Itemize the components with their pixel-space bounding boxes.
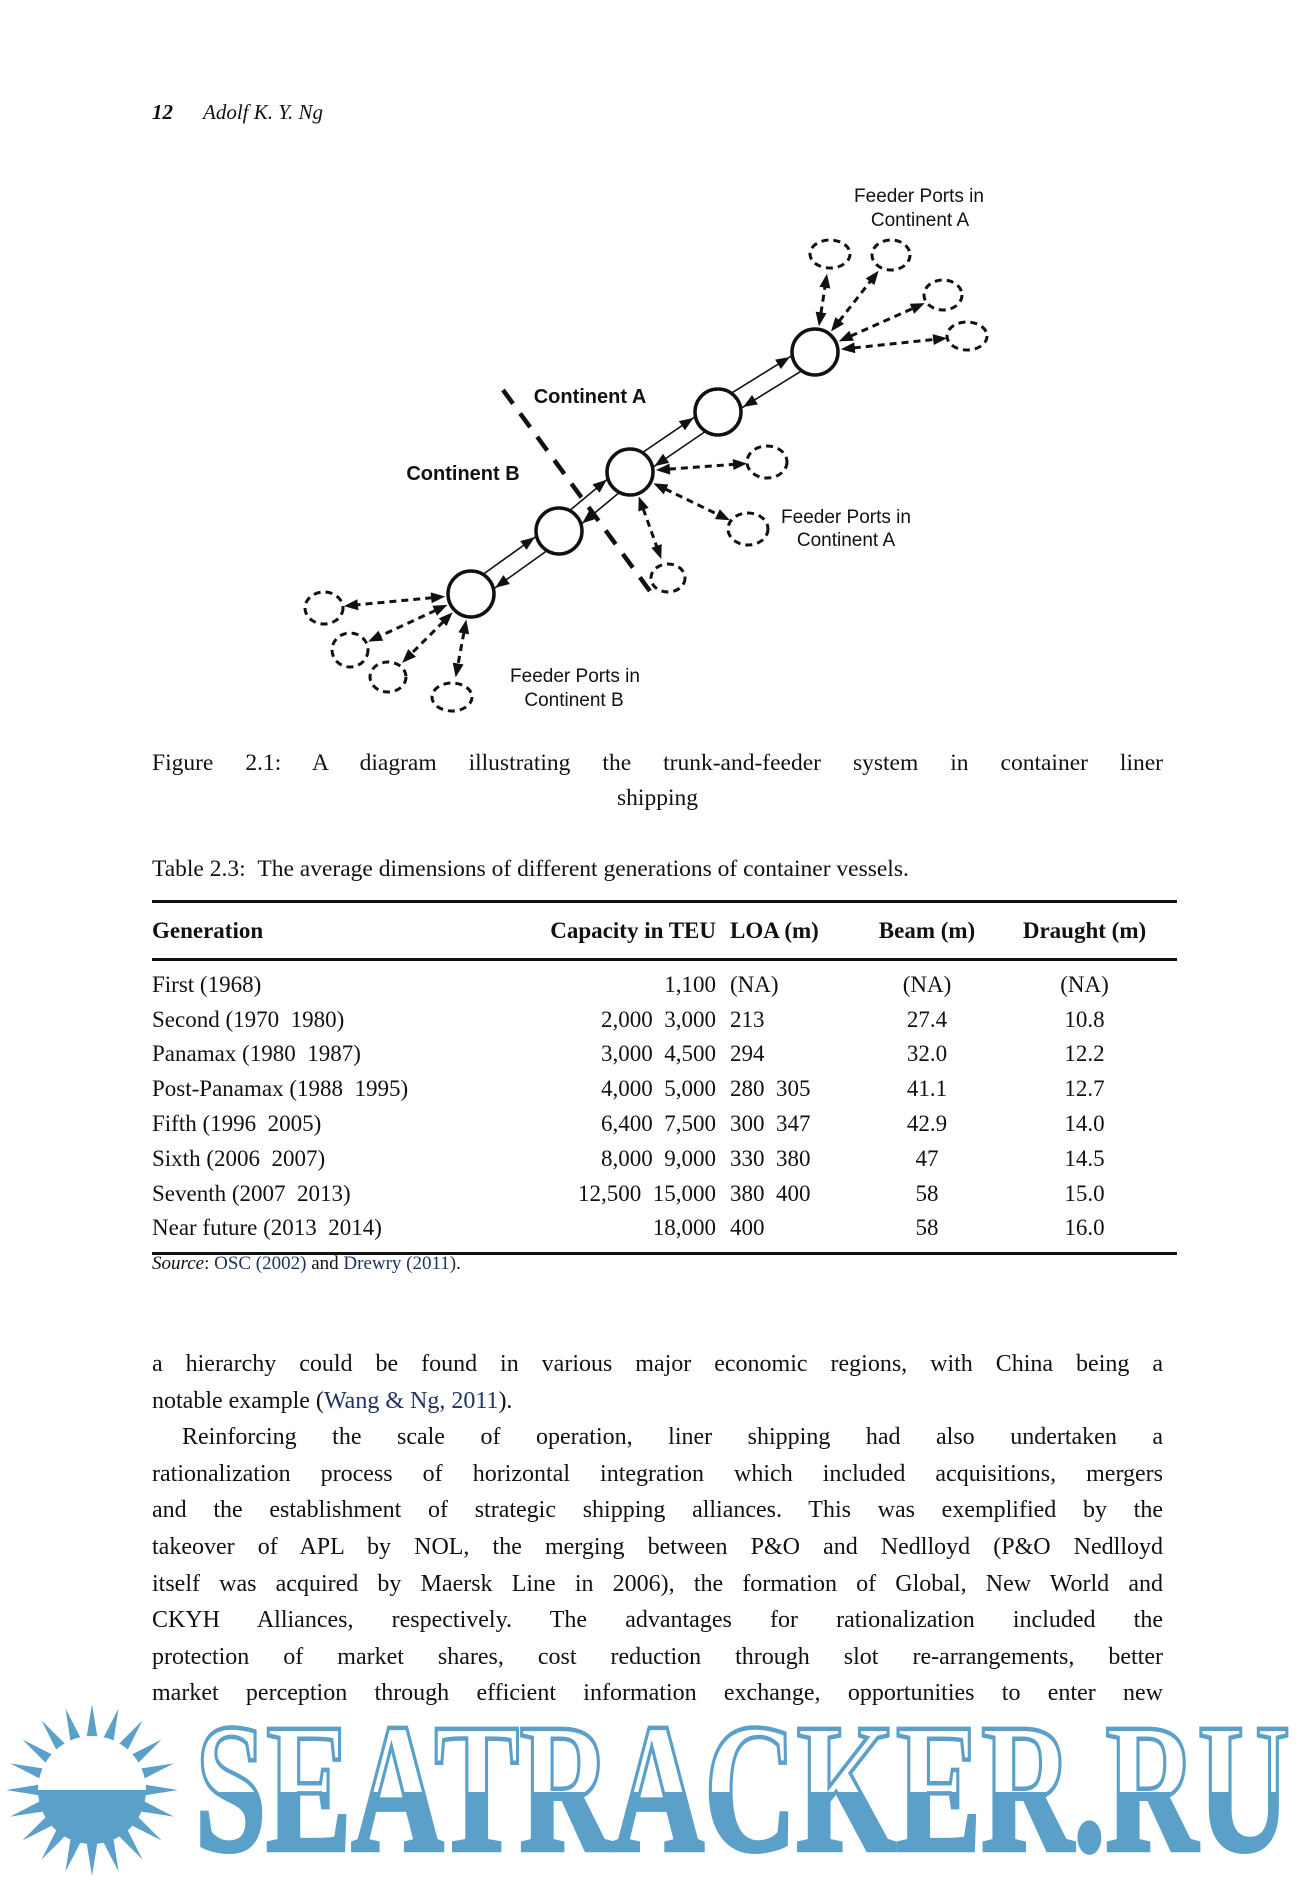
table-cell: Near future (2013 2014) (152, 1215, 382, 1241)
table-cell: 8,000 9,000 (601, 1145, 716, 1171)
label-continent-b: Continent B (406, 463, 519, 485)
table-source-note: Source: OSC (2002) and Drewry (2011). (152, 1253, 461, 1275)
table-cell: (NA) (902, 971, 952, 997)
table-cell: 400 (730, 1215, 765, 1241)
source-text: and (306, 1253, 344, 1274)
figure-caption: Figure 2.1: A diagram illustrating the t… (152, 746, 1163, 816)
table-cell: Fifth (1996 2005) (152, 1110, 322, 1136)
table-cell: 12.7 (1064, 1076, 1105, 1102)
body-line: a hierarchy could be found in various ma… (152, 1351, 1163, 1377)
figure-caption-line2: shipping (617, 785, 698, 811)
author-name: Adolf K. Y. Ng (203, 100, 324, 124)
col-generation: Generation (152, 918, 264, 943)
table-cell: 58 (915, 1180, 939, 1206)
table-cell: 14.0 (1064, 1110, 1105, 1136)
page-number: 12 (152, 100, 173, 124)
col-beam: Beam (m) (878, 918, 976, 943)
table-cell: 6,400 7,500 (601, 1110, 716, 1136)
table-row: Fifth (1996 2005) 6,400 7,500 300 347 42.9 1… (152, 1107, 1177, 1142)
label-feeder-ports-a-top: Feeder Ports in (854, 186, 984, 207)
seatracker-watermark: SEATRACKER.RU SEATRACKER.RU (6, 1690, 1292, 1890)
table-cell: 380 400 (730, 1180, 811, 1206)
label-feeder-ports-a-mid: Feeder Ports in (781, 507, 911, 528)
table-cell: 3,000 4,500 (601, 1041, 716, 1067)
table-cell: 2,000 3,000 (601, 1006, 716, 1032)
watermark-text-fill: SEATRACKER.RU (195, 1690, 1290, 1890)
body-line: Reinforcing the scale of operation, line… (182, 1424, 1163, 1451)
citation-link[interactable]: Wang & Ng, 2011 (323, 1387, 499, 1414)
table-header-row: Generation Capacity in TEU LOA (m) Beam … (152, 903, 1177, 961)
trunk-and-feeder-diagram: Feeder Ports in Continent A Continent A … (303, 186, 989, 713)
table-cell: (NA) (730, 971, 779, 997)
table-cell: 16.0 (1064, 1215, 1105, 1241)
body-line: protection of market shares, cost reduct… (152, 1643, 1163, 1670)
figure-caption-line1: Figure 2.1: A diagram illustrating the t… (152, 750, 1163, 776)
body-text: a hierarchy could be found in various ma… (152, 1346, 1163, 1712)
continental-boundary-line (501, 388, 657, 600)
label-feeder-ports-b2: Continent B (524, 690, 623, 711)
table-cell: 27.4 (906, 1006, 948, 1032)
col-capacity: Capacity in TEU (550, 918, 716, 943)
table-cell: 12,500 15,000 (578, 1180, 716, 1206)
table-cell: First (1968) (152, 971, 262, 997)
table-cell: 294 (730, 1041, 765, 1067)
table-cell: (NA) (1060, 971, 1109, 997)
source-text: : (204, 1253, 215, 1274)
table-cell: 213 (730, 1006, 765, 1032)
table-row: Post-Panamax (1988 1995) 4,000 5,000 280 3… (152, 1072, 1177, 1107)
table-body: First (1968) 1,100 (NA) (NA) (NA) Second (197… (152, 961, 1177, 1252)
table-cell: 42.9 (906, 1110, 948, 1136)
table-cell: 14.5 (1064, 1145, 1105, 1171)
col-loa: LOA (m) (730, 918, 819, 943)
label-feeder-ports-a-top2: Continent A (871, 210, 970, 231)
citation-link[interactable]: Drewry (2011) (343, 1253, 457, 1274)
body-line: notable example (Wang & Ng, 2011). (152, 1387, 513, 1414)
table-cell: 18,000 (652, 1215, 716, 1241)
table-cell: Seventh (2007 2013) (152, 1180, 351, 1206)
table-cell: 58 (915, 1215, 939, 1241)
table-caption: Table 2.3: The average dimensions of dif… (152, 856, 909, 882)
vessel-dimensions-table: Generation Capacity in TEU LOA (m) Beam … (152, 900, 1177, 1256)
table-cell: 4,000 5,000 (601, 1076, 716, 1102)
table-cell: 12.2 (1064, 1041, 1105, 1067)
table-row: First (1968) 1,100 (NA) (NA) (NA) (152, 968, 1177, 1003)
source-text: Source (152, 1253, 205, 1274)
body-line: market perception through efficient info… (152, 1680, 1163, 1707)
citation-link[interactable]: OSC (2002) (214, 1253, 307, 1274)
table-row: Panamax (1980 1987) 3,000 4,500 294 32.0 12.… (152, 1037, 1177, 1072)
body-line: rationalization process of horizontal in… (152, 1460, 1163, 1487)
label-feeder-ports-b: Feeder Ports in (510, 666, 640, 687)
table-row: Second (1970 1980) 2,000 3,000 213 27.4 10.8 (152, 1003, 1177, 1038)
table-cell: Panamax (1980 1987) (152, 1041, 361, 1067)
body-line: takeover of APL by NOL, the merging betw… (152, 1533, 1163, 1560)
table-row: Seventh (2007 2013) 12,500 15,000 380 400 5… (152, 1177, 1177, 1212)
table-cell: 32.0 (906, 1041, 948, 1067)
table-cell: 1,100 (664, 971, 716, 997)
table-cell: 330 380 (730, 1145, 811, 1171)
table-cell: 15.0 (1064, 1180, 1105, 1206)
table-row: Sixth (2006 2007) 8,000 9,000 330 380 47 14.… (152, 1142, 1177, 1177)
label-continent-a: Continent A (534, 386, 647, 408)
table-cell: Sixth (2006 2007) (152, 1145, 326, 1171)
body-line: CKYH Alliances, respectively. The advant… (152, 1607, 1163, 1634)
table-cell: 300 347 (730, 1110, 811, 1136)
table-cell: 47 (915, 1145, 939, 1171)
table-cell: Post-Panamax (1988 1995) (152, 1076, 409, 1102)
sun-logo-icon (6, 1704, 178, 1876)
label-feeder-ports-a-mid2: Continent A (797, 530, 896, 551)
watermark-text-outline: SEATRACKER.RU (195, 1690, 1290, 1890)
body-line: and the establishment of strategic shipp… (152, 1497, 1163, 1524)
table-cell: Second (1970 1980) (152, 1006, 345, 1032)
running-header: 12 Adolf K. Y. Ng (152, 100, 323, 125)
source-text: . (456, 1253, 461, 1274)
table-row: Near future (2013 2014) 18,000 400 58 16.0 (152, 1211, 1177, 1246)
body-line: itself was acquired by Maersk Line in 20… (152, 1570, 1163, 1597)
table-cell: 10.8 (1064, 1006, 1105, 1032)
table-cell: 41.1 (906, 1076, 948, 1102)
table-cell: 280 305 (730, 1076, 811, 1102)
col-draught: Draught (m) (1022, 918, 1147, 943)
